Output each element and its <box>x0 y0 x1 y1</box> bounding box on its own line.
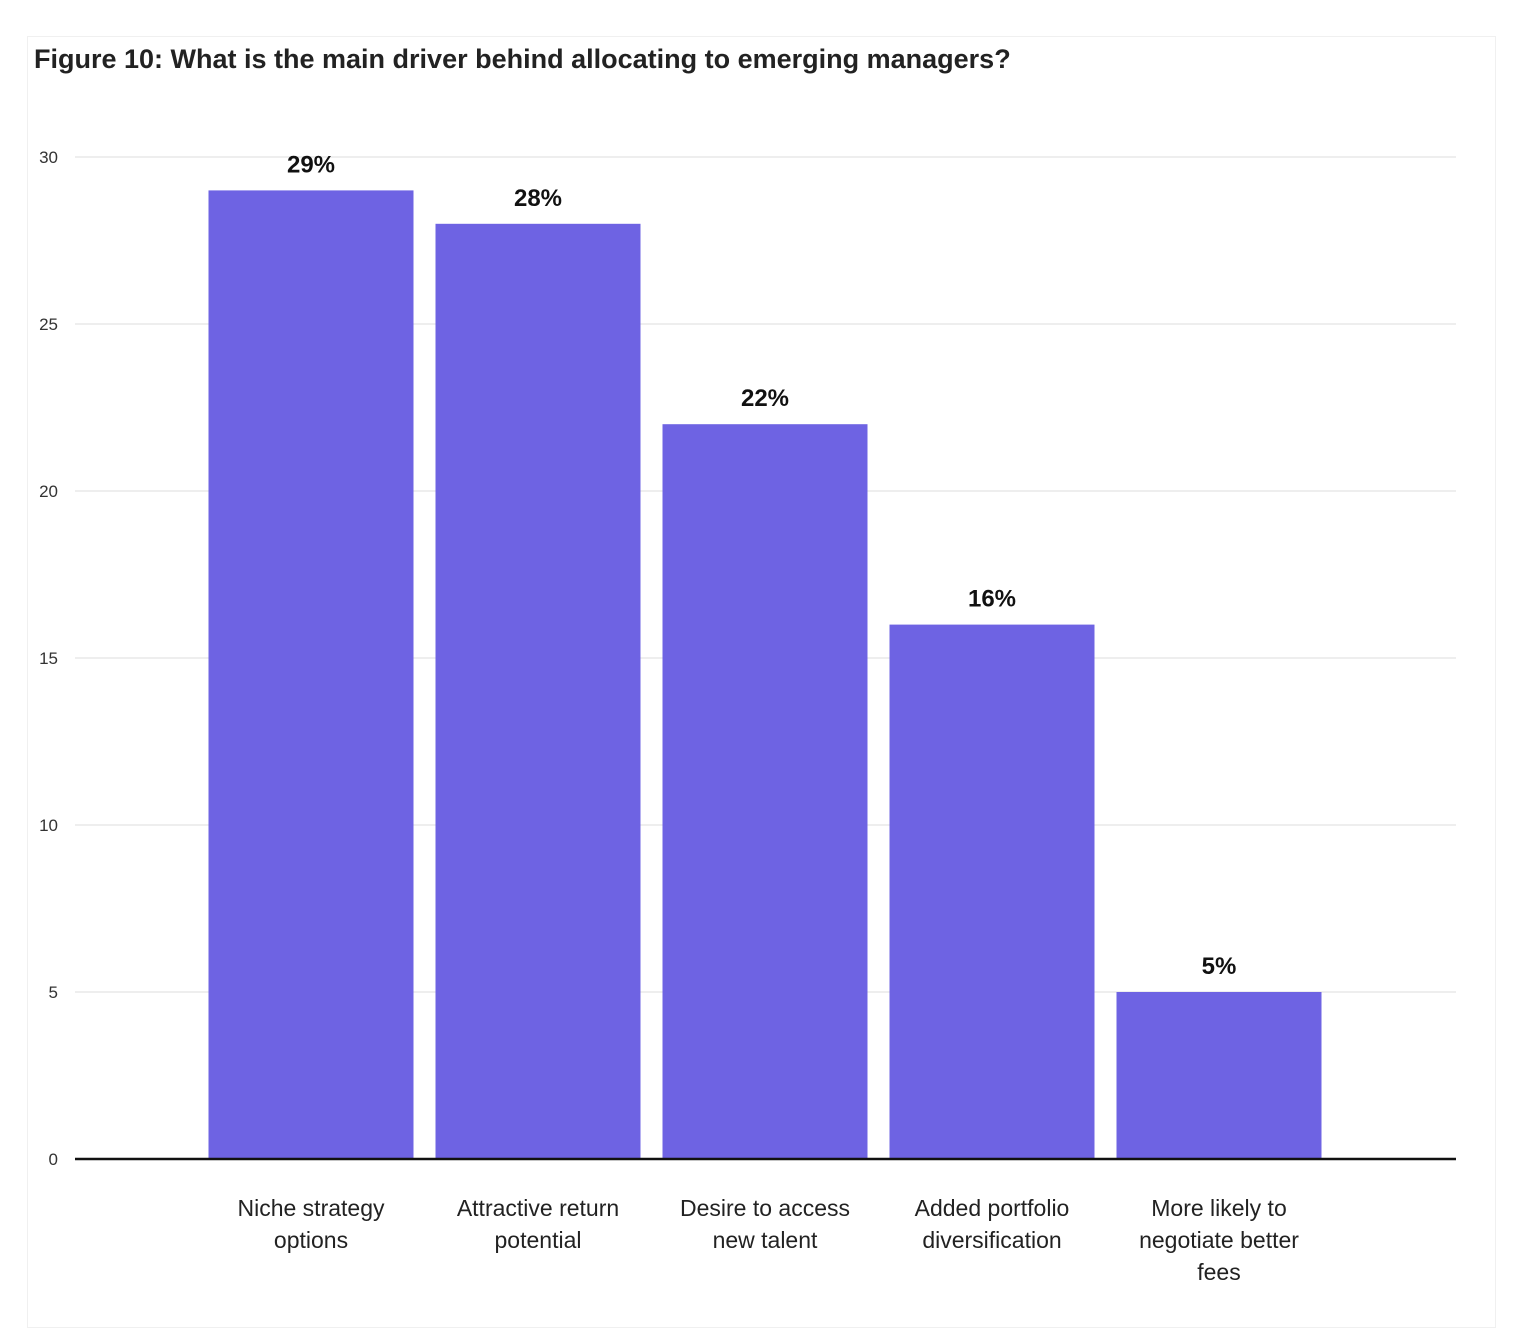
x-tick-label: Desire to access <box>680 1195 850 1221</box>
chart-title: Figure 10: What is the main driver behin… <box>34 44 1011 74</box>
y-tick-label: 20 <box>39 482 58 501</box>
value-label: 5% <box>1202 953 1237 980</box>
bar <box>208 190 414 1159</box>
x-tick-label: potential <box>495 1227 582 1253</box>
x-tick-label: new talent <box>713 1227 818 1253</box>
x-tick-label: options <box>274 1227 348 1253</box>
x-tick-label: Added portfolio <box>915 1195 1070 1221</box>
x-tick-label: fees <box>1197 1259 1240 1285</box>
x-tick-label: Attractive return <box>457 1195 619 1221</box>
y-tick-label: 15 <box>39 649 58 668</box>
x-tick-label: diversification <box>922 1227 1061 1253</box>
y-tick-label: 10 <box>39 816 58 835</box>
y-tick-label: 0 <box>49 1150 58 1169</box>
value-label: 16% <box>968 586 1016 613</box>
x-tick-label: More likely to <box>1151 1195 1286 1221</box>
bar <box>435 223 641 1160</box>
bar <box>1116 992 1322 1159</box>
bar <box>662 424 868 1159</box>
x-tick-label: Niche strategy <box>237 1195 385 1221</box>
value-label: 29% <box>287 151 335 178</box>
value-label: 22% <box>741 385 789 412</box>
x-tick-label: negotiate better <box>1139 1227 1299 1253</box>
value-label: 28% <box>514 185 562 212</box>
y-tick-label: 25 <box>39 315 58 334</box>
y-tick-label: 5 <box>49 983 58 1002</box>
y-tick-label: 30 <box>39 148 58 167</box>
bar <box>889 624 1095 1159</box>
